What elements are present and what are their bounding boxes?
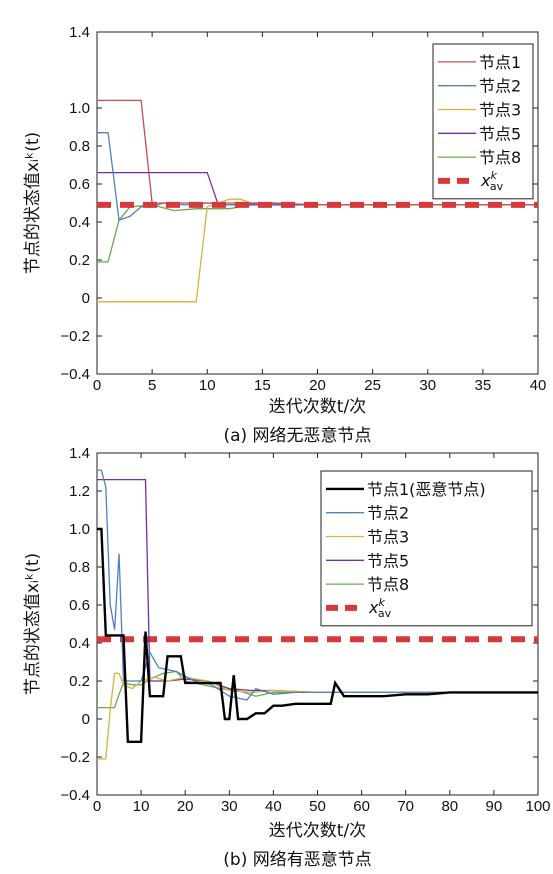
legend-box bbox=[320, 470, 533, 627]
x-tick-label: 70 bbox=[397, 798, 414, 815]
series-line-2 bbox=[97, 469, 538, 701]
legend-label-avg-sup: k bbox=[378, 596, 385, 609]
legend-box bbox=[432, 43, 534, 200]
legend-label-avg-x: x bbox=[368, 598, 379, 617]
y-tick-label: 1.0 bbox=[69, 100, 90, 117]
y-tick-label: 0 bbox=[82, 290, 90, 307]
legend-label-avg: xk av bbox=[480, 169, 504, 193]
x-tick-label: 10 bbox=[199, 377, 216, 394]
y-tick-label: −0.4 bbox=[60, 366, 90, 383]
y-tick-label: 0 bbox=[82, 711, 90, 728]
y-axis-label: 节点的状态值xᵢᵏ(t) bbox=[23, 132, 43, 274]
legend-label-avg-sub: av bbox=[378, 607, 392, 620]
chart-panel-a: 0 5 10 15 20 25 30 35 40 −0.4 −0.2 0 0.2 0.4 0.6 0.8 1.0… bbox=[23, 24, 546, 446]
legend-label-3: 节点3 bbox=[479, 101, 521, 120]
x-tick-label: 10 bbox=[133, 798, 150, 815]
legend-label-5: 节点8 bbox=[367, 575, 409, 594]
legend-label-avg-x: x bbox=[480, 171, 491, 190]
y-tick-label: 0.2 bbox=[69, 252, 90, 269]
y-tick-label: 0.8 bbox=[69, 559, 90, 576]
legend-label-3: 节点3 bbox=[367, 528, 409, 547]
y-tick-label: −0.2 bbox=[60, 328, 90, 345]
legend-label-2: 节点2 bbox=[479, 77, 521, 96]
legend-label-avg-sup: k bbox=[490, 169, 497, 182]
x-tick-label: 25 bbox=[364, 377, 381, 394]
x-tick-label: 30 bbox=[221, 798, 238, 815]
x-tick-label: 0 bbox=[93, 377, 101, 394]
y-tick-label: 0.4 bbox=[69, 635, 90, 652]
panel-caption: (b) 网络有恶意节点 bbox=[223, 850, 371, 870]
x-tick-label: 0 bbox=[93, 798, 101, 815]
x-tick-label: 30 bbox=[419, 377, 436, 394]
legend-label-4: 节点5 bbox=[367, 551, 409, 570]
legend-label-2: 节点2 bbox=[367, 504, 409, 523]
legend-label-avg: xk av bbox=[368, 596, 392, 620]
y-tick-label: −0.2 bbox=[60, 749, 90, 766]
y-tick-label: 1.4 bbox=[69, 445, 90, 462]
legend-label-1: 节点1 bbox=[479, 53, 521, 72]
series-line-1 bbox=[97, 527, 538, 743]
x-axis-label: 迭代次数t/次 bbox=[269, 821, 366, 841]
x-tick-label: 20 bbox=[309, 377, 326, 394]
y-tick-label: 1.2 bbox=[69, 483, 90, 500]
x-tick-label: 50 bbox=[309, 798, 326, 815]
x-tick-label: 40 bbox=[265, 798, 282, 815]
x-tick-label: 15 bbox=[254, 377, 271, 394]
legend-label-5: 节点8 bbox=[479, 148, 521, 167]
y-axis-label: 节点的状态值xᵢᵏ(t) bbox=[23, 553, 43, 695]
series-line-5 bbox=[97, 204, 538, 263]
series-line-3 bbox=[97, 198, 538, 303]
x-tick-label: 35 bbox=[475, 377, 492, 394]
x-tick-label: 60 bbox=[353, 798, 370, 815]
y-tick-label: 1.4 bbox=[69, 24, 90, 41]
y-tick-label: 0.8 bbox=[69, 138, 90, 155]
x-tick-label: 20 bbox=[177, 798, 194, 815]
legend-label-1: 节点1(恶意节点) bbox=[367, 480, 486, 499]
y-tick-label: 0.6 bbox=[69, 597, 90, 614]
y-tick-label: 0.4 bbox=[69, 214, 90, 231]
x-tick-label: 80 bbox=[441, 798, 458, 815]
y-tick-label: 0.2 bbox=[69, 673, 90, 690]
legend-label-4: 节点5 bbox=[479, 124, 521, 143]
y-tick-label: 1.0 bbox=[69, 521, 90, 538]
x-tick-label: 40 bbox=[530, 377, 547, 394]
x-tick-label: 100 bbox=[525, 798, 550, 815]
x-tick-label: 90 bbox=[486, 798, 503, 815]
chart-panel-b: 0 10 20 30 40 50 60 70 80 90 100 −0.4 −0.2 0 0.2 0.4 0.6… bbox=[23, 445, 551, 870]
x-tick-label: 5 bbox=[148, 377, 156, 394]
legend-label-avg-sub: av bbox=[490, 180, 504, 193]
y-tick-label: −0.4 bbox=[60, 787, 90, 804]
x-axis-label: 迭代次数t/次 bbox=[269, 397, 366, 417]
panel-caption: (a) 网络无恶意节点 bbox=[223, 426, 371, 446]
y-tick-label: 0.6 bbox=[69, 176, 90, 193]
